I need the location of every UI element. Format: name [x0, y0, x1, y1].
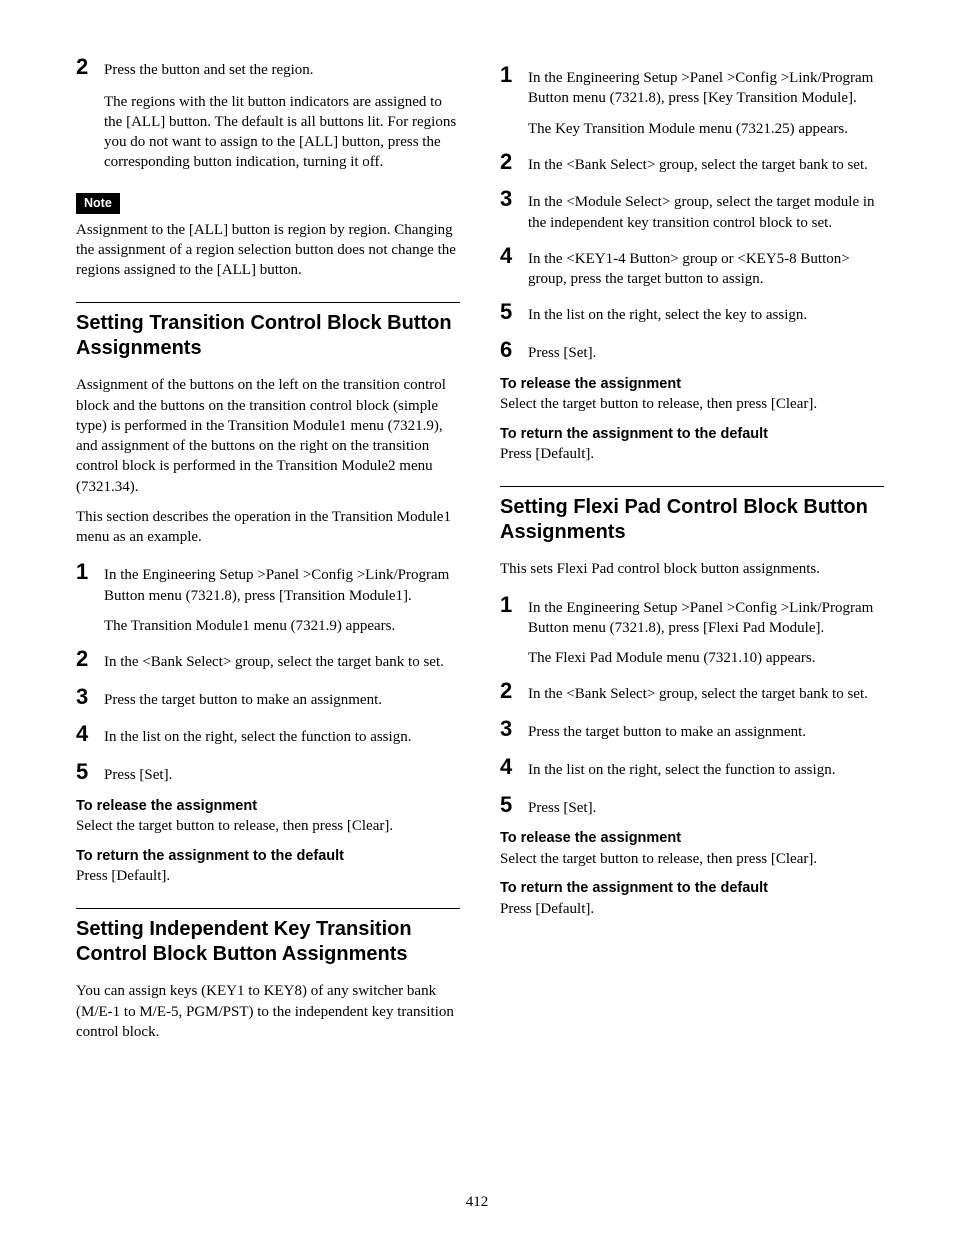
step-text: In the Engineering Setup >Panel >Config … [528, 68, 884, 109]
subsection-body: Press [Default]. [76, 866, 460, 886]
numbered-step: 1 In the Engineering Setup >Panel >Confi… [500, 590, 884, 669]
subsection-heading: To return the assignment to the default [500, 879, 884, 899]
numbered-step: 5 Press [Set]. [500, 790, 884, 820]
intro-paragraph: This section describes the operation in … [76, 507, 460, 548]
subsection-heading: To release the assignment [500, 375, 884, 395]
step-number: 5 [500, 297, 528, 327]
step-number: 1 [500, 590, 528, 620]
numbered-step: 4 In the list on the right, select the f… [500, 752, 884, 782]
page-number: 412 [0, 1192, 954, 1212]
numbered-step: 5 In the list on the right, select the k… [500, 297, 884, 327]
subsection-heading: To return the assignment to the default [76, 847, 460, 867]
section-heading: Setting Flexi Pad Control Block Button A… [500, 495, 884, 545]
step-number: 2 [76, 52, 104, 82]
step-subtext: The Key Transition Module menu (7321.25)… [528, 119, 884, 139]
step-text: In the Engineering Setup >Panel >Config … [104, 565, 460, 606]
step-text: Press the button and set the region. [104, 60, 460, 80]
step-subtext: The Transition Module1 menu (7321.9) app… [104, 616, 460, 636]
numbered-step: 2 Press the button and set the region. T… [76, 52, 460, 173]
step-text: In the <Module Select> group, select the… [528, 192, 884, 233]
step-text: Press [Set]. [528, 343, 884, 363]
step-number: 3 [76, 682, 104, 712]
numbered-step: 3 Press the target button to make an ass… [500, 714, 884, 744]
step-text: Press [Set]. [528, 798, 884, 818]
numbered-step: 1 In the Engineering Setup >Panel >Confi… [76, 557, 460, 636]
note-badge: Note [76, 193, 120, 214]
numbered-step: 4 In the list on the right, select the f… [76, 719, 460, 749]
numbered-step: 2 In the <Bank Select> group, select the… [500, 676, 884, 706]
section-transition-control: Setting Transition Control Block Button … [76, 302, 460, 886]
step-text: In the list on the right, select the fun… [104, 727, 460, 747]
step-number: 1 [76, 557, 104, 587]
numbered-step: 2 In the <Bank Select> group, select the… [76, 644, 460, 674]
step-number: 2 [76, 644, 104, 674]
step-number: 2 [500, 147, 528, 177]
step-text: In the <KEY1-4 Button> group or <KEY5-8 … [528, 249, 884, 290]
step-number: 4 [76, 719, 104, 749]
note-body: Assignment to the [ALL] button is region… [76, 220, 460, 281]
step-subtext: The regions with the lit button indicato… [104, 92, 460, 173]
step-subtext: The Flexi Pad Module menu (7321.10) appe… [528, 648, 884, 668]
step-number: 4 [500, 241, 528, 271]
subsection-body: Select the target button to release, the… [500, 394, 884, 414]
step-number: 2 [500, 676, 528, 706]
numbered-step: 4 In the <KEY1-4 Button> group or <KEY5-… [500, 241, 884, 290]
subsection-body: Press [Default]. [500, 899, 884, 919]
subsection-heading: To release the assignment [500, 829, 884, 849]
numbered-step: 6 Press [Set]. [500, 335, 884, 365]
section-heading: Setting Independent Key Transition Contr… [76, 917, 460, 967]
step-text: Press [Set]. [104, 765, 460, 785]
section-flexi-pad: Setting Flexi Pad Control Block Button A… [500, 486, 884, 918]
step-number: 3 [500, 184, 528, 214]
step-text: In the <Bank Select> group, select the t… [528, 684, 884, 704]
step-number: 5 [500, 790, 528, 820]
section-rule [500, 486, 884, 487]
intro-paragraph: This sets Flexi Pad control block button… [500, 559, 884, 579]
subsection-heading: To return the assignment to the default [500, 425, 884, 445]
step-number: 6 [500, 335, 528, 365]
step-text: In the <Bank Select> group, select the t… [104, 652, 460, 672]
section-heading: Setting Transition Control Block Button … [76, 311, 460, 361]
intro-paragraph: Assignment of the buttons on the left on… [76, 375, 460, 497]
step-number: 1 [500, 60, 528, 90]
numbered-step: 2 In the <Bank Select> group, select the… [500, 147, 884, 177]
subsection-body: Select the target button to release, the… [500, 849, 884, 869]
step-text: Press the target button to make an assig… [104, 690, 460, 710]
page-body: 2 Press the button and set the region. T… [0, 0, 954, 1150]
steps-list: 1 In the Engineering Setup >Panel >Confi… [500, 60, 884, 365]
lead-step-block: 2 Press the button and set the region. T… [76, 52, 460, 173]
section-rule [76, 302, 460, 303]
intro-paragraph: You can assign keys (KEY1 to KEY8) of an… [76, 981, 460, 1042]
section-independent-key: Setting Independent Key Transition Contr… [76, 908, 460, 1042]
subsection-body: Press [Default]. [500, 444, 884, 464]
section-rule [76, 908, 460, 909]
step-text: Press the target button to make an assig… [528, 722, 884, 742]
step-text: In the list on the right, select the key… [528, 305, 884, 325]
steps-list: 1 In the Engineering Setup >Panel >Confi… [76, 557, 460, 787]
numbered-step: 3 In the <Module Select> group, select t… [500, 184, 884, 233]
steps-list: 1 In the Engineering Setup >Panel >Confi… [500, 590, 884, 820]
subsection-body: Select the target button to release, the… [76, 816, 460, 836]
step-number: 3 [500, 714, 528, 744]
numbered-step: 5 Press [Set]. [76, 757, 460, 787]
step-number: 5 [76, 757, 104, 787]
subsection-heading: To release the assignment [76, 797, 460, 817]
step-text: In the list on the right, select the fun… [528, 760, 884, 780]
step-text: In the <Bank Select> group, select the t… [528, 155, 884, 175]
numbered-step: 3 Press the target button to make an ass… [76, 682, 460, 712]
numbered-step: 1 In the Engineering Setup >Panel >Confi… [500, 60, 884, 139]
step-text: In the Engineering Setup >Panel >Config … [528, 598, 884, 639]
step-number: 4 [500, 752, 528, 782]
